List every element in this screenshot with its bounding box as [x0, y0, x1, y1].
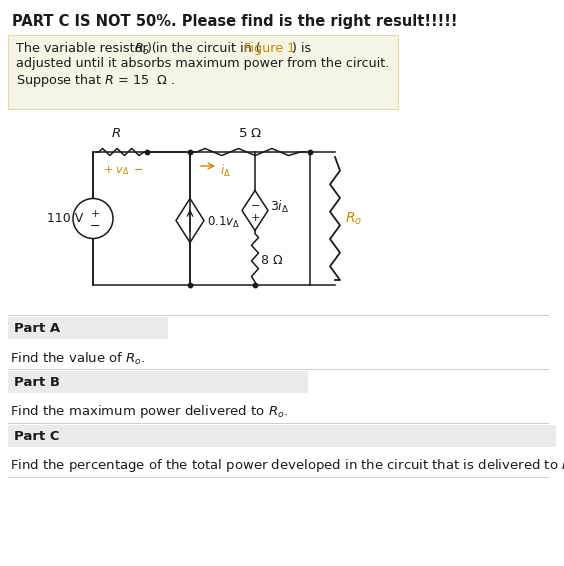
Text: ) in the circuit in (: ) in the circuit in (	[147, 42, 261, 55]
Text: 110 V: 110 V	[47, 212, 83, 225]
Bar	[8, 371, 308, 393]
Text: Figure 1: Figure 1	[244, 42, 295, 55]
Text: adjusted until it absorbs maximum power from the circuit.: adjusted until it absorbs maximum power …	[16, 57, 389, 70]
Text: $i_\Delta$: $i_\Delta$	[220, 163, 231, 179]
Circle shape	[73, 199, 113, 238]
Text: $8\ \Omega$: $8\ \Omega$	[260, 254, 283, 267]
FancyBboxPatch shape	[8, 35, 398, 109]
Text: $-$: $-$	[250, 199, 260, 209]
Text: Part B: Part B	[14, 375, 60, 388]
Text: Suppose that $R$ = 15  $\Omega$ .: Suppose that $R$ = 15 $\Omega$ .	[16, 72, 175, 89]
Text: $-$: $-$	[90, 219, 100, 232]
Text: Find the value of $R_o$.: Find the value of $R_o$.	[10, 351, 146, 367]
Text: Part C: Part C	[14, 430, 59, 443]
Text: Find the percentage of the total power developed in the circuit that is delivere: Find the percentage of the total power d…	[10, 457, 564, 474]
Text: Part A: Part A	[14, 321, 60, 335]
Text: PART C IS NOT 50%. Please find is the right result!!!!!: PART C IS NOT 50%. Please find is the ri…	[12, 14, 457, 29]
Bar	[8, 317, 168, 339]
Text: $+$: $+$	[250, 212, 260, 223]
Text: The variable resistor (: The variable resistor (	[16, 42, 157, 55]
Bar	[93, 152, 310, 285]
Text: $R$: $R$	[111, 127, 121, 140]
Text: $R_o$: $R_o$	[134, 42, 150, 57]
Text: Find the maximum power delivered to $R_o$.: Find the maximum power delivered to $R_o…	[10, 403, 288, 420]
Text: $0.1v_\Delta$: $0.1v_\Delta$	[207, 215, 240, 230]
Text: $R_o$: $R_o$	[345, 211, 362, 227]
Text: ) is: ) is	[292, 42, 311, 55]
Text: $+$: $+$	[90, 208, 100, 219]
Text: $+\ v_\Delta\ -$: $+\ v_\Delta\ -$	[103, 164, 144, 177]
Text: $5\ \Omega$: $5\ \Omega$	[238, 127, 262, 140]
Bar	[8, 425, 556, 447]
Text: $3i_\Delta$: $3i_\Delta$	[270, 199, 289, 215]
